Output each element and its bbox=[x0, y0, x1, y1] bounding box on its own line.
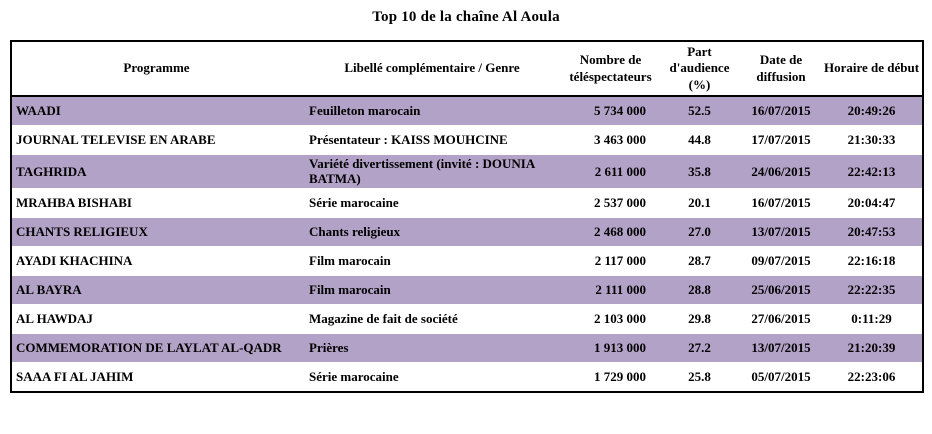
col-header-viewers: Nombre de téléspectateurs bbox=[563, 41, 658, 97]
cell-genre: Film marocain bbox=[301, 245, 563, 276]
cell-genre: Chants religieux bbox=[301, 216, 563, 247]
table-body: WAADI Feuilleton marocain 5 734 000 52.5… bbox=[11, 95, 923, 392]
cell-programme: AL HAWDAJ bbox=[11, 303, 301, 334]
cell-share: 25.8 bbox=[658, 361, 741, 392]
cell-time: 22:16:18 bbox=[821, 245, 923, 276]
cell-share: 27.2 bbox=[658, 332, 741, 363]
cell-share: 28.7 bbox=[658, 245, 741, 276]
table-row: MRAHBA BISHABI Série marocaine 2 537 000… bbox=[11, 187, 923, 218]
cell-programme: WAADI bbox=[11, 95, 301, 126]
cell-programme: JOURNAL TELEVISE EN ARABE bbox=[11, 125, 301, 155]
header-row: Programme Libellé complémentaire / Genre… bbox=[11, 41, 923, 97]
col-header-programme: Programme bbox=[11, 41, 301, 97]
col-header-time: Horaire de début bbox=[821, 41, 923, 97]
cell-share: 27.0 bbox=[658, 216, 741, 247]
cell-time: 20:04:47 bbox=[821, 187, 923, 218]
cell-date: 13/07/2015 bbox=[741, 332, 821, 363]
col-header-date: Date de diffusion bbox=[741, 41, 821, 97]
cell-viewers: 2 611 000 bbox=[563, 154, 658, 189]
cell-programme: MRAHBA BISHABI bbox=[11, 187, 301, 218]
cell-share: 20.1 bbox=[658, 187, 741, 218]
cell-viewers: 1 729 000 bbox=[563, 361, 658, 392]
cell-genre: Présentateur : KAISS MOUHCINE bbox=[301, 125, 563, 155]
cell-programme: CHANTS RELIGIEUX bbox=[11, 216, 301, 247]
col-header-genre: Libellé complémentaire / Genre bbox=[301, 41, 563, 97]
cell-time: 22:23:06 bbox=[821, 361, 923, 392]
table-row: JOURNAL TELEVISE EN ARABE Présentateur :… bbox=[11, 125, 923, 155]
cell-time: 20:49:26 bbox=[821, 95, 923, 126]
cell-time: 22:42:13 bbox=[821, 154, 923, 189]
cell-viewers: 2 103 000 bbox=[563, 303, 658, 334]
cell-programme: COMMEMORATION DE LAYLAT AL-QADR bbox=[11, 332, 301, 363]
cell-share: 35.8 bbox=[658, 154, 741, 189]
cell-genre: Feuilleton marocain bbox=[301, 95, 563, 126]
cell-date: 09/07/2015 bbox=[741, 245, 821, 276]
cell-viewers: 3 463 000 bbox=[563, 125, 658, 155]
cell-programme: SAAA FI AL JAHIM bbox=[11, 361, 301, 392]
cell-genre: Prières bbox=[301, 332, 563, 363]
cell-programme: AYADI KHACHINA bbox=[11, 245, 301, 276]
cell-programme: AL BAYRA bbox=[11, 274, 301, 305]
cell-viewers: 1 913 000 bbox=[563, 332, 658, 363]
cell-viewers: 2 468 000 bbox=[563, 216, 658, 247]
cell-date: 16/07/2015 bbox=[741, 95, 821, 126]
cell-viewers: 2 117 000 bbox=[563, 245, 658, 276]
cell-date: 16/07/2015 bbox=[741, 187, 821, 218]
cell-share: 52.5 bbox=[658, 95, 741, 126]
table-row: TAGHRIDA Variété divertissement (invité … bbox=[11, 154, 923, 189]
table-row: AL BAYRA Film marocain 2 111 000 28.8 25… bbox=[11, 274, 923, 305]
cell-genre: Série marocaine bbox=[301, 361, 563, 392]
table-row: COMMEMORATION DE LAYLAT AL-QADR Prières … bbox=[11, 332, 923, 363]
table-row: AL HAWDAJ Magazine de fait de société 2 … bbox=[11, 303, 923, 334]
cell-share: 44.8 bbox=[658, 125, 741, 155]
table-header: Programme Libellé complémentaire / Genre… bbox=[11, 41, 923, 97]
table-row: WAADI Feuilleton marocain 5 734 000 52.5… bbox=[11, 95, 923, 126]
page-title: Top 10 de la chaîne Al Aoula bbox=[372, 9, 560, 25]
cell-time: 0:11:29 bbox=[821, 303, 923, 334]
cell-genre: Variété divertissement (invité : DOUNIA … bbox=[301, 154, 563, 189]
cell-genre: Magazine de fait de société bbox=[301, 303, 563, 334]
cell-date: 13/07/2015 bbox=[741, 216, 821, 247]
cell-date: 27/06/2015 bbox=[741, 303, 821, 334]
cell-share: 29.8 bbox=[658, 303, 741, 334]
col-header-share: Part d'audience (%) bbox=[658, 41, 741, 97]
table-row: SAAA FI AL JAHIM Série marocaine 1 729 0… bbox=[11, 361, 923, 392]
cell-date: 24/06/2015 bbox=[741, 154, 821, 189]
cell-date: 05/07/2015 bbox=[741, 361, 821, 392]
cell-viewers: 2 111 000 bbox=[563, 274, 658, 305]
cell-time: 21:30:33 bbox=[821, 125, 923, 155]
cell-viewers: 2 537 000 bbox=[563, 187, 658, 218]
cell-time: 20:47:53 bbox=[821, 216, 923, 247]
cell-time: 21:20:39 bbox=[821, 332, 923, 363]
cell-date: 25/06/2015 bbox=[741, 274, 821, 305]
table-row: AYADI KHACHINA Film marocain 2 117 000 2… bbox=[11, 245, 923, 276]
top10-audience-table: Programme Libellé complémentaire / Genre… bbox=[10, 40, 924, 393]
cell-genre: Film marocain bbox=[301, 274, 563, 305]
cell-programme: TAGHRIDA bbox=[11, 154, 301, 189]
cell-viewers: 5 734 000 bbox=[563, 95, 658, 126]
cell-time: 22:22:35 bbox=[821, 274, 923, 305]
cell-genre: Série marocaine bbox=[301, 187, 563, 218]
table-row: CHANTS RELIGIEUX Chants religieux 2 468 … bbox=[11, 216, 923, 247]
cell-share: 28.8 bbox=[658, 274, 741, 305]
cell-date: 17/07/2015 bbox=[741, 125, 821, 155]
